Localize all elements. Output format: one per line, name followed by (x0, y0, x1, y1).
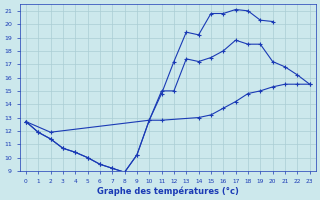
X-axis label: Graphe des températures (°c): Graphe des températures (°c) (97, 186, 239, 196)
